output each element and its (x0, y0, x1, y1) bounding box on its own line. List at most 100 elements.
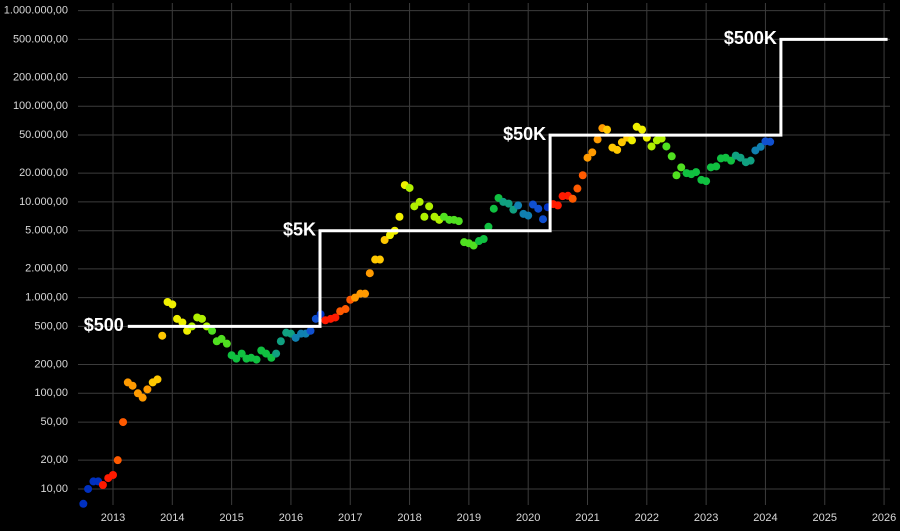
price-point (415, 197, 424, 206)
price-point (638, 125, 647, 134)
price-point (484, 222, 493, 231)
x-tick-label: 2018 (397, 512, 421, 524)
price-point (712, 162, 721, 171)
price-point (128, 381, 137, 390)
price-point (232, 354, 241, 363)
price-point (454, 217, 463, 226)
x-tick-label: 2021 (575, 512, 599, 524)
price-point (662, 142, 671, 151)
price-point (603, 125, 612, 134)
price-point (341, 305, 350, 314)
price-point (153, 375, 162, 384)
y-tick-label: 50.000,00 (19, 129, 68, 141)
y-tick-label: 200,00 (34, 358, 68, 370)
price-point (119, 418, 128, 427)
step-annotation: $500 (84, 315, 124, 335)
y-tick-label: 20.000,00 (19, 167, 68, 179)
price-point (237, 349, 246, 358)
price-point (405, 183, 414, 192)
x-tick-label: 2014 (160, 512, 184, 524)
price-point (588, 148, 597, 157)
x-tick-label: 2017 (338, 512, 362, 524)
y-tick-label: 500,00 (34, 320, 68, 332)
price-point (647, 142, 656, 151)
price-point (208, 326, 217, 335)
price-point (158, 331, 167, 340)
x-tick-label: 2023 (694, 512, 718, 524)
price-point (395, 212, 404, 221)
y-tick-label: 1.000.000,00 (4, 4, 68, 16)
x-tick-label: 2013 (101, 512, 125, 524)
x-tick-label: 2026 (872, 512, 896, 524)
y-tick-label: 100,00 (34, 387, 68, 399)
x-tick-label: 2022 (635, 512, 659, 524)
step-line (127, 37, 888, 328)
price-point (573, 184, 582, 193)
price-point (677, 163, 686, 172)
price-point (593, 135, 602, 144)
price-point (727, 156, 736, 165)
x-tick-label: 2019 (457, 512, 481, 524)
price-point (425, 202, 434, 211)
price-point (365, 269, 374, 278)
price-point (746, 156, 755, 165)
price-point (252, 355, 261, 364)
price-point (272, 349, 281, 358)
price-point (553, 201, 562, 210)
price-point (380, 236, 389, 245)
price-point (514, 201, 523, 210)
y-tick-label: 5.000,00 (25, 225, 68, 237)
price-point (222, 339, 231, 348)
y-tick-label: 50,00 (40, 416, 68, 428)
price-point (479, 234, 488, 243)
price-point (524, 211, 533, 220)
price-point (331, 313, 340, 322)
price-point (627, 136, 636, 145)
y-tick-label: 2.000,00 (25, 263, 68, 275)
price-point (692, 168, 701, 177)
price-point (113, 456, 122, 465)
y-tick-label: 1.000,00 (25, 292, 68, 304)
price-point (168, 300, 177, 309)
price-point (568, 194, 577, 203)
price-point (504, 199, 513, 208)
price-point (420, 212, 429, 221)
y-tick-label: 10,00 (40, 483, 68, 495)
y-tick-label: 100.000,00 (13, 100, 68, 112)
step-annotation: $50K (503, 124, 546, 144)
y-tick-label: 10.000,00 (19, 196, 68, 208)
price-point (489, 204, 498, 213)
price-point (143, 385, 152, 394)
price-point (736, 153, 745, 162)
price-point (84, 484, 93, 493)
price-point (98, 481, 107, 490)
price-point (276, 337, 285, 346)
x-tick-label: 2020 (516, 512, 540, 524)
price-point (361, 289, 370, 298)
x-tick-label: 2015 (219, 512, 243, 524)
price-point (534, 204, 543, 213)
price-point (217, 334, 226, 343)
price-point (578, 171, 587, 180)
price-point (178, 318, 187, 327)
step-annotation: $5K (283, 219, 316, 239)
x-tick-label: 2024 (753, 512, 777, 524)
price-point (539, 215, 548, 224)
price-point (613, 145, 622, 154)
y-tick-label: 200.000,00 (13, 71, 68, 83)
price-point (410, 202, 419, 211)
price-point (667, 152, 676, 161)
y-tick-label: 20,00 (40, 454, 68, 466)
step-annotation: $500K (724, 28, 777, 48)
x-tick-label: 2016 (279, 512, 303, 524)
price-point (306, 326, 315, 335)
price-point (197, 314, 206, 323)
price-point (375, 255, 384, 264)
price-point (756, 142, 765, 151)
price-point (138, 393, 147, 402)
x-tick-label: 2025 (813, 512, 837, 524)
price-point (583, 153, 592, 162)
